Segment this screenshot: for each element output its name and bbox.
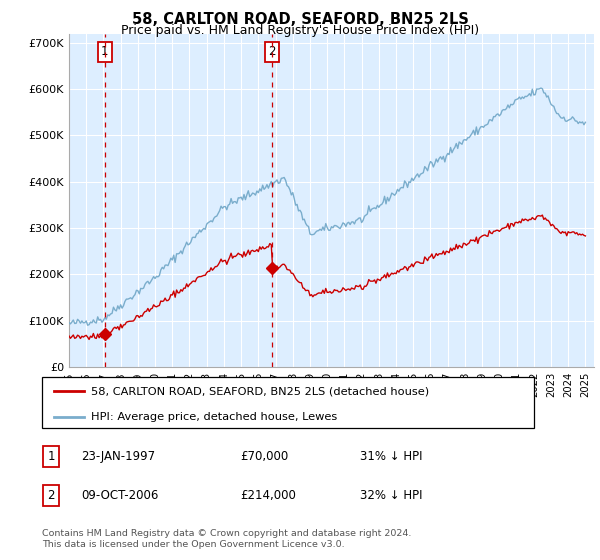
- Text: £214,000: £214,000: [240, 489, 296, 502]
- Text: 32% ↓ HPI: 32% ↓ HPI: [360, 489, 422, 502]
- Text: Contains HM Land Registry data © Crown copyright and database right 2024.
This d: Contains HM Land Registry data © Crown c…: [42, 529, 412, 549]
- Point: [80, 388, 88, 395]
- Text: 58, CARLTON ROAD, SEAFORD, BN25 2LS (detached house): 58, CARLTON ROAD, SEAFORD, BN25 2LS (det…: [91, 386, 430, 396]
- Text: 1: 1: [47, 450, 55, 463]
- Point: [80, 414, 88, 421]
- Text: HPI: Average price, detached house, Lewes: HPI: Average price, detached house, Lewe…: [91, 412, 337, 422]
- Text: £70,000: £70,000: [240, 450, 288, 463]
- Text: Price paid vs. HM Land Registry's House Price Index (HPI): Price paid vs. HM Land Registry's House …: [121, 24, 479, 36]
- Text: 2: 2: [268, 45, 275, 58]
- Text: 1: 1: [101, 45, 109, 58]
- Text: 09-OCT-2006: 09-OCT-2006: [81, 489, 158, 502]
- Text: 2: 2: [47, 489, 55, 502]
- Text: 23-JAN-1997: 23-JAN-1997: [81, 450, 155, 463]
- Text: 31% ↓ HPI: 31% ↓ HPI: [360, 450, 422, 463]
- Text: 58, CARLTON ROAD, SEAFORD, BN25 2LS: 58, CARLTON ROAD, SEAFORD, BN25 2LS: [131, 12, 469, 27]
- Point: [50, 388, 58, 395]
- FancyBboxPatch shape: [42, 377, 534, 428]
- Point: [50, 414, 58, 421]
